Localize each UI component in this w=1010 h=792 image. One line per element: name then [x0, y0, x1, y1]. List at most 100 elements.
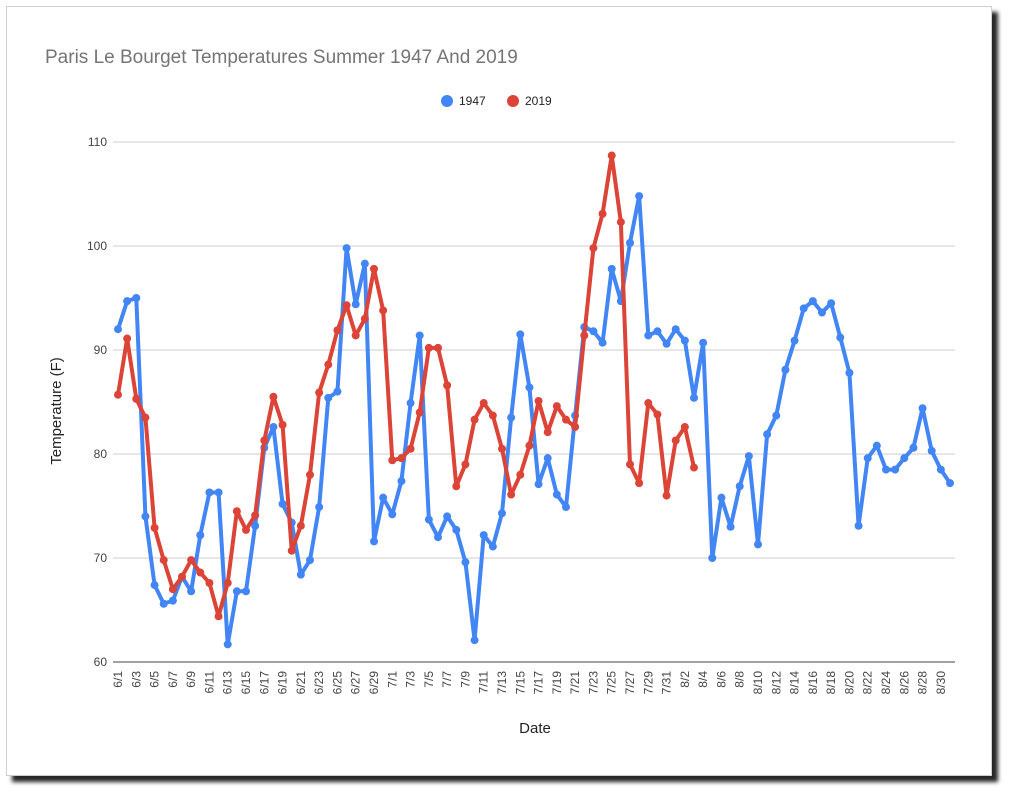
data-point-1947[interactable]	[452, 525, 461, 534]
data-point-2019[interactable]	[132, 394, 141, 403]
data-point-2019[interactable]	[452, 482, 461, 491]
data-point-2019[interactable]	[543, 428, 552, 437]
data-point-1947[interactable]	[232, 587, 241, 596]
data-point-2019[interactable]	[159, 556, 168, 565]
data-point-2019[interactable]	[415, 408, 424, 417]
data-point-2019[interactable]	[150, 523, 159, 532]
data-point-2019[interactable]	[635, 479, 644, 488]
data-point-1947[interactable]	[205, 488, 214, 497]
data-point-2019[interactable]	[242, 525, 250, 534]
data-point-1947[interactable]	[187, 587, 196, 596]
data-point-1947[interactable]	[882, 465, 890, 474]
data-point-1947[interactable]	[278, 499, 287, 508]
data-point-2019[interactable]	[141, 413, 150, 422]
data-point-1947[interactable]	[808, 297, 817, 306]
data-point-1947[interactable]	[671, 325, 680, 334]
data-point-1947[interactable]	[589, 327, 598, 336]
data-point-2019[interactable]	[232, 507, 241, 516]
data-point-2019[interactable]	[534, 396, 543, 405]
data-point-2019[interactable]	[168, 585, 177, 594]
data-point-2019[interactable]	[488, 411, 497, 420]
data-point-2019[interactable]	[187, 556, 196, 565]
data-point-2019[interactable]	[690, 463, 698, 472]
data-point-2019[interactable]	[223, 578, 232, 587]
data-point-2019[interactable]	[333, 326, 342, 335]
data-point-1947[interactable]	[845, 368, 854, 377]
data-point-2019[interactable]	[114, 390, 122, 399]
data-point-1947[interactable]	[132, 294, 141, 302]
data-point-1947[interactable]	[150, 581, 159, 590]
data-point-1947[interactable]	[635, 192, 644, 201]
data-point-1947[interactable]	[818, 308, 826, 317]
data-point-2019[interactable]	[379, 306, 388, 315]
data-point-1947[interactable]	[251, 521, 260, 530]
data-point-1947[interactable]	[379, 493, 388, 502]
data-point-1947[interactable]	[461, 558, 470, 567]
data-point-1947[interactable]	[726, 522, 735, 531]
data-point-1947[interactable]	[763, 430, 772, 439]
data-point-1947[interactable]	[242, 587, 250, 596]
data-point-1947[interactable]	[872, 441, 881, 450]
legend-item-2019[interactable]: 2019	[507, 94, 552, 108]
data-point-2019[interactable]	[269, 392, 278, 401]
data-point-1947[interactable]	[735, 482, 744, 491]
data-point-2019[interactable]	[607, 151, 616, 160]
data-point-1947[interactable]	[351, 300, 360, 309]
data-point-2019[interactable]	[388, 456, 397, 465]
data-point-1947[interactable]	[680, 336, 689, 345]
data-point-1947[interactable]	[315, 503, 324, 512]
data-point-2019[interactable]	[370, 264, 378, 273]
data-point-1947[interactable]	[269, 422, 278, 431]
data-point-2019[interactable]	[443, 381, 452, 390]
data-point-1947[interactable]	[296, 570, 305, 579]
data-point-2019[interactable]	[296, 521, 305, 530]
data-point-2019[interactable]	[662, 491, 671, 500]
data-point-1947[interactable]	[836, 333, 845, 342]
data-point-2019[interactable]	[671, 436, 680, 445]
data-point-2019[interactable]	[342, 301, 351, 310]
data-point-1947[interactable]	[424, 515, 433, 524]
data-point-1947[interactable]	[388, 510, 397, 519]
data-point-1947[interactable]	[900, 454, 909, 463]
data-point-1947[interactable]	[159, 599, 168, 608]
data-point-1947[interactable]	[790, 336, 799, 345]
data-point-2019[interactable]	[461, 460, 470, 469]
data-point-2019[interactable]	[571, 422, 580, 431]
data-point-1947[interactable]	[443, 512, 452, 521]
data-point-2019[interactable]	[470, 415, 479, 424]
data-point-1947[interactable]	[754, 540, 762, 549]
data-point-2019[interactable]	[479, 399, 488, 408]
data-point-1947[interactable]	[744, 452, 753, 461]
data-point-1947[interactable]	[891, 465, 900, 474]
data-point-2019[interactable]	[589, 244, 598, 253]
data-point-1947[interactable]	[607, 264, 616, 273]
data-point-1947[interactable]	[123, 297, 132, 306]
data-point-1947[interactable]	[781, 365, 790, 374]
data-point-2019[interactable]	[434, 343, 442, 352]
data-point-1947[interactable]	[360, 259, 369, 268]
data-point-2019[interactable]	[498, 444, 506, 453]
data-point-2019[interactable]	[260, 436, 269, 445]
data-point-1947[interactable]	[799, 304, 808, 313]
data-point-2019[interactable]	[205, 578, 214, 587]
data-point-1947[interactable]	[662, 339, 671, 348]
data-point-1947[interactable]	[141, 512, 150, 521]
data-point-1947[interactable]	[196, 531, 205, 540]
data-point-1947[interactable]	[470, 636, 479, 645]
data-point-2019[interactable]	[644, 399, 653, 408]
data-point-1947[interactable]	[214, 488, 223, 497]
data-point-1947[interactable]	[626, 238, 634, 247]
data-point-2019[interactable]	[552, 402, 561, 411]
data-point-1947[interactable]	[772, 411, 781, 420]
data-point-1947[interactable]	[827, 299, 836, 308]
data-point-1947[interactable]	[168, 596, 177, 605]
data-point-2019[interactable]	[351, 331, 360, 340]
data-point-1947[interactable]	[415, 331, 424, 340]
data-point-1947[interactable]	[708, 554, 717, 562]
data-point-2019[interactable]	[324, 360, 333, 369]
data-point-2019[interactable]	[653, 410, 662, 419]
data-point-2019[interactable]	[626, 460, 634, 469]
data-point-2019[interactable]	[680, 422, 689, 431]
data-point-1947[interactable]	[552, 490, 561, 499]
data-point-2019[interactable]	[616, 218, 625, 227]
